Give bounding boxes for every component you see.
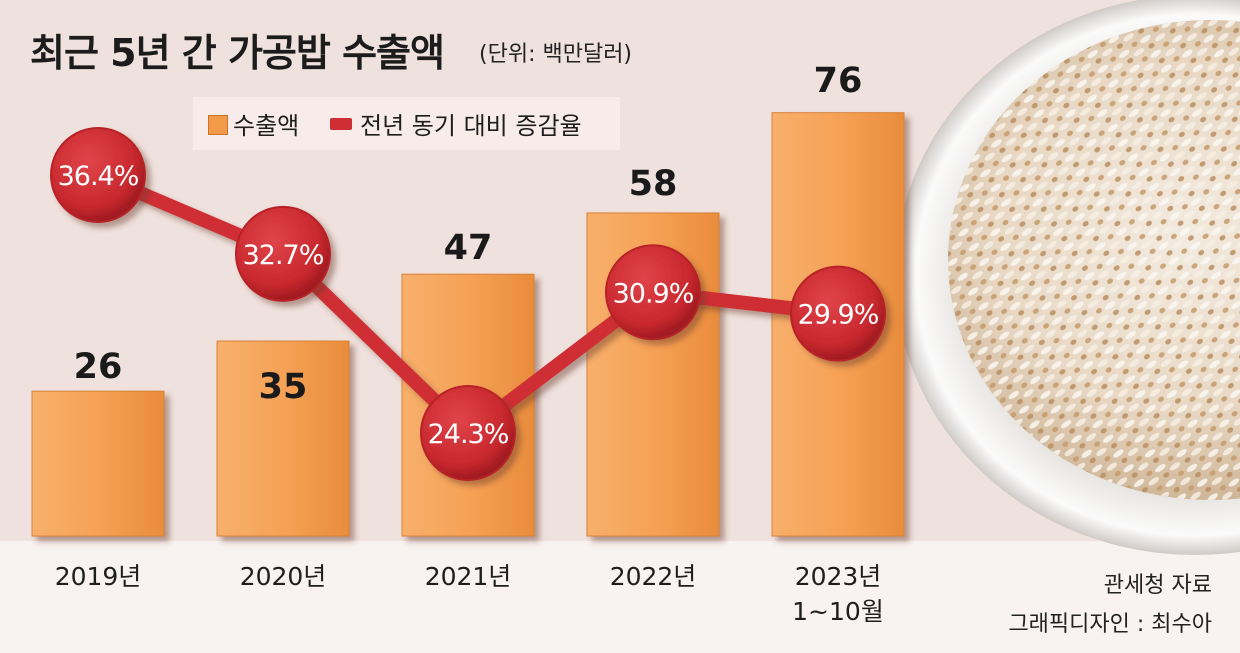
rate-point-1 <box>235 205 331 302</box>
rate-point-4 <box>790 265 886 362</box>
x-tick-label-2: 2021년 <box>425 562 512 591</box>
rate-point-3 <box>605 244 701 341</box>
rate-label-0: 36.4% <box>58 161 139 192</box>
bowl-icon <box>895 0 1240 555</box>
x-tick-label-1: 2020년 <box>240 562 327 591</box>
rate-label-3: 30.9% <box>613 278 694 309</box>
legend-bar-swatch <box>208 115 228 135</box>
credit-note: 그래픽디자인 : 최수아 <box>1008 612 1212 637</box>
bar-1 <box>216 340 350 537</box>
bar-value-label-4: 76 <box>814 61 863 101</box>
x-tick-label-0: 2019년 <box>55 562 142 591</box>
rate-label-4: 29.9% <box>798 300 879 331</box>
bar-0 <box>31 390 165 537</box>
legend-bar-label: 수출액 <box>233 112 300 140</box>
x-tick-label-3: 2022년 <box>610 562 697 591</box>
bar-value-label-3: 58 <box>629 164 678 204</box>
bar-value-label-2: 47 <box>444 228 493 268</box>
unit-label: (단위: 백만달러) <box>479 42 633 67</box>
bar-value-label-1: 35 <box>259 367 308 407</box>
source-note: 관세청 자료 <box>1103 573 1212 598</box>
chart-title: 최근 5년 간 가공밥 수출액 <box>30 31 445 75</box>
rate-label-1: 32.7% <box>243 240 324 271</box>
rate-point-0 <box>50 127 146 223</box>
x-tick-label-4: 2023년 1~10월 <box>792 562 884 626</box>
bar-value-label-0: 26 <box>74 347 123 387</box>
legend-line-label: 전년 동기 대비 증감율 <box>360 112 582 140</box>
rate-label-2: 24.3% <box>428 419 509 450</box>
rate-point-2 <box>420 385 516 481</box>
axis-band <box>0 541 1240 653</box>
legend-line-swatch <box>330 118 352 130</box>
legend: 수출액 전년 동기 대비 증감율 <box>193 97 620 150</box>
